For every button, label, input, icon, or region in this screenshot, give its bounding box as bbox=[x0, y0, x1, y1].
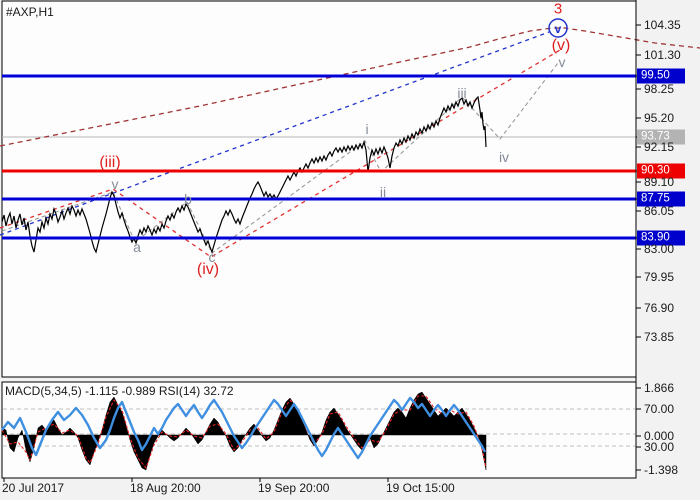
price-tick-label: 104.35 bbox=[644, 18, 681, 32]
wave-label-iii: iii bbox=[457, 85, 467, 101]
price-tick-label: 92.15 bbox=[644, 140, 675, 154]
blue-trend-line bbox=[0, 31, 550, 236]
indicator-values-label: MACD(5,34,5) -1.115 -0.989 RSI(14) 32.72 bbox=[5, 384, 234, 398]
symbol-label: #AXP,H1 bbox=[6, 5, 54, 19]
wave-label-iv: iv bbox=[498, 149, 510, 165]
macd-signal-line bbox=[1, 395, 487, 469]
price-badge-99.50: 99.50 bbox=[637, 68, 685, 84]
price-badge-87.75: 87.75 bbox=[637, 191, 685, 207]
wave-label-i: i bbox=[365, 121, 369, 137]
wave-label-iii: (iii) bbox=[99, 154, 121, 171]
wave-label-c: c bbox=[208, 249, 216, 265]
circled-wave-label: v bbox=[554, 22, 562, 36]
time-tick-label: 19 Sep 20:00 bbox=[258, 481, 330, 495]
main-panel bbox=[1, 0, 637, 378]
rsi-line bbox=[1, 396, 487, 460]
time-tick-label: 19 Oct 15:00 bbox=[386, 481, 455, 495]
wave-label-ii: ii bbox=[379, 184, 387, 200]
wave-label-a: a bbox=[133, 239, 141, 255]
macd-histogram bbox=[1, 391, 487, 471]
wave-label-v: v bbox=[111, 176, 119, 192]
price-tick-label: 73.85 bbox=[644, 330, 675, 344]
time-tick-label: 18 Aug 20:00 bbox=[130, 481, 201, 495]
price-tick-label: 86.05 bbox=[644, 204, 675, 218]
price-badge-93.73: 93.73 bbox=[637, 129, 685, 145]
price-badge-90.30: 90.30 bbox=[637, 163, 685, 179]
price-tick-label: 76.90 bbox=[644, 301, 675, 315]
macd-tick-label: 30.00 bbox=[644, 440, 675, 454]
price-tick-label: 89.10 bbox=[644, 175, 675, 189]
price-tick-label: 101.30 bbox=[644, 48, 681, 62]
price-badge-83.90: 83.90 bbox=[637, 230, 685, 246]
price-tick-label: 79.95 bbox=[644, 270, 675, 284]
price-tick-label: 95.20 bbox=[644, 111, 675, 125]
macd-tick-label: -1.398 bbox=[644, 463, 679, 477]
wave-label-b: b bbox=[184, 191, 192, 207]
wave-label-3: 3 bbox=[553, 0, 563, 18]
wave-label-v: v bbox=[558, 54, 566, 70]
circled-wave-v bbox=[548, 18, 568, 38]
price-tick-label: 98.25 bbox=[644, 82, 675, 96]
price-tick-label: 83.00 bbox=[644, 242, 675, 256]
wave-label-v: (v) bbox=[551, 37, 571, 54]
time-tick-label: 20 Jul 2017 bbox=[2, 481, 65, 495]
macd-tick-label: 1.866 bbox=[644, 381, 675, 395]
macd-tick-label: 0.000 bbox=[644, 429, 675, 443]
wave-label-iv: (iv) bbox=[196, 261, 220, 278]
price-line bbox=[1, 95, 487, 254]
macd-tick-label: 70.00 bbox=[644, 402, 675, 416]
